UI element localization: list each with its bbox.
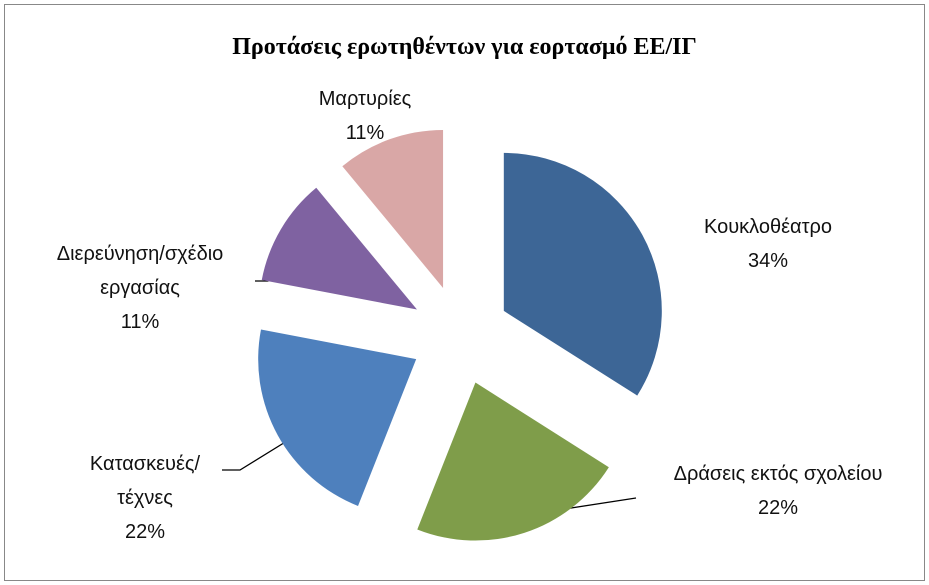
pie-slice — [503, 152, 662, 396]
category-label: Κουκλοθέατρο — [704, 216, 832, 238]
value-label: 22% — [757, 497, 799, 519]
pie-slice — [258, 329, 417, 506]
category-label: Μαρτυρίες — [318, 88, 412, 110]
slice-label: Διερεύνηση/σχέδιο εργασίας 11% — [15, 237, 265, 339]
value-label: 22% — [124, 521, 166, 543]
slice-label: Δράσεις εκτός σχολείου 22% — [618, 457, 929, 525]
pie-slice — [261, 187, 417, 310]
value-label: 11% — [345, 122, 385, 144]
slice-label: Μαρτυρίες 11% — [215, 82, 515, 150]
category-label: Δράσεις εκτός σχολείου — [673, 463, 883, 485]
category-label: Διερεύνηση/σχέδιο εργασίας — [56, 243, 224, 299]
slice-label: Κουκλοθέατρο 34% — [618, 210, 918, 278]
pie-slice — [417, 382, 609, 541]
chart-title: Προτάσεις ερωτηθέντων για εορτασμό ΕΕ/ΙΓ — [232, 34, 697, 60]
slice-label: Κατασκευές/ τέχνες 22% — [80, 447, 210, 549]
category-label: Κατασκευές/ τέχνες — [89, 453, 201, 509]
value-label: 34% — [747, 250, 789, 272]
pie-slice — [342, 129, 444, 288]
value-label: 11% — [120, 311, 160, 333]
